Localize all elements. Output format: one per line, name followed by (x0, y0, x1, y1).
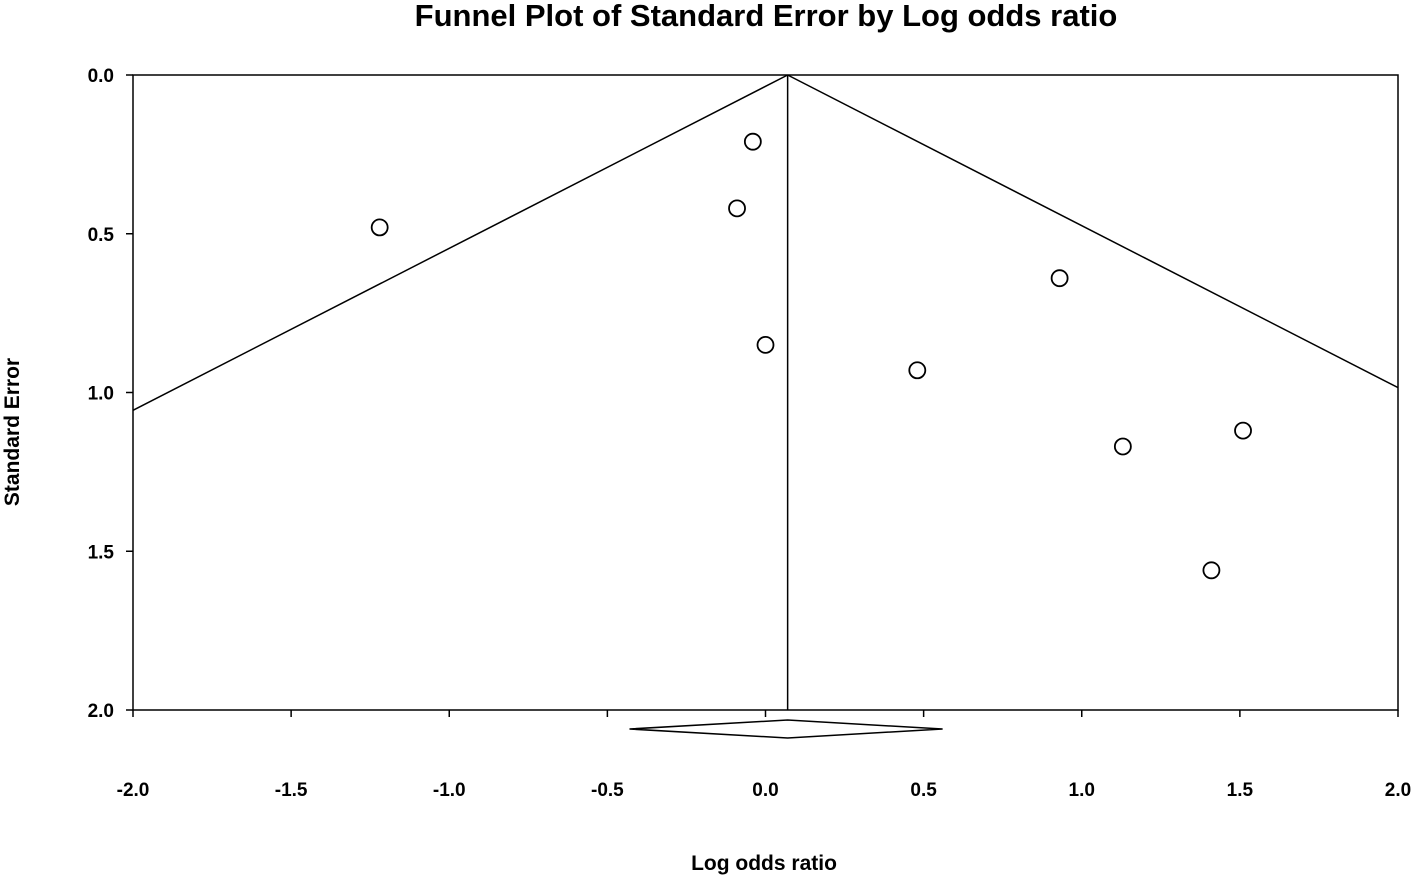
x-tick-label: -1.0 (433, 780, 466, 801)
plot-frame (132, 74, 1399, 711)
x-axis-ticks: -2.0 -1.5 -1.0 -0.5 0.0 0.5 1.0 1.5 2.0 (117, 710, 1411, 801)
x-tick-label: 2.0 (1385, 780, 1411, 801)
x-tick-label: -2.0 (117, 780, 150, 801)
x-tick-label: -1.5 (275, 780, 308, 801)
funnel-right-boundary (787, 74, 1399, 389)
x-tick-label: 0.5 (910, 780, 937, 801)
data-point (1202, 561, 1221, 580)
y-tick-label: 2.0 (88, 701, 114, 722)
y-tick-label: 1.0 (88, 384, 114, 405)
data-point (756, 335, 775, 354)
funnel-left-boundary (132, 74, 788, 411)
data-point (1234, 421, 1252, 440)
data-points (370, 132, 1252, 580)
pooled-diamond-layer (629, 719, 943, 739)
chart-title: Funnel Plot of Standard Error by Log odd… (415, 0, 1118, 33)
x-tick-label: 0.0 (752, 780, 778, 801)
data-point (743, 132, 762, 151)
x-tick-label: 1.0 (1069, 780, 1095, 801)
data-point (908, 361, 927, 380)
data-point (1113, 437, 1132, 456)
data-point (1050, 269, 1069, 288)
data-point (370, 218, 389, 237)
x-tick-label: -0.5 (591, 780, 624, 801)
y-axis-title: Standard Error (1, 358, 24, 506)
data-point (728, 199, 746, 218)
x-axis-title: Log odds ratio (691, 852, 837, 875)
y-tick-label: 1.5 (88, 542, 115, 563)
x-tick-label: 1.5 (1227, 780, 1254, 801)
y-tick-label: 0.5 (88, 225, 115, 246)
pooled-diamond (629, 719, 943, 739)
y-axis-ticks: 0.0 0.5 1.0 1.5 2.0 (88, 66, 133, 722)
y-tick-label: 0.0 (88, 66, 114, 87)
funnel-lines (132, 74, 1399, 710)
